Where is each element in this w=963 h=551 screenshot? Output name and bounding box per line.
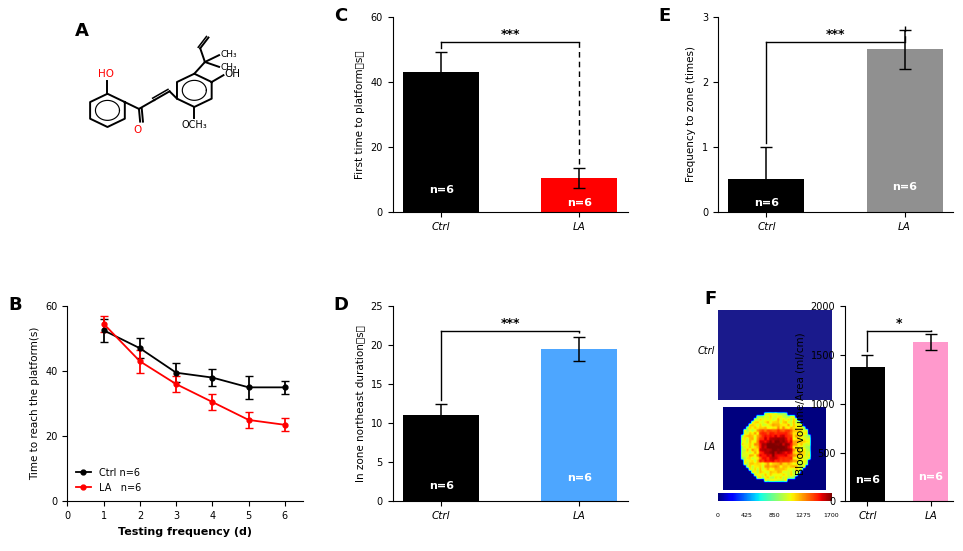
Y-axis label: In zone northeast duration（s）: In zone northeast duration（s） — [354, 325, 365, 482]
Text: n=6: n=6 — [892, 182, 917, 192]
X-axis label: Testing frequency (d): Testing frequency (d) — [118, 527, 252, 537]
Text: 1700: 1700 — [823, 513, 840, 518]
Text: CH₃: CH₃ — [221, 63, 237, 72]
Y-axis label: Time to reach the platform(s): Time to reach the platform(s) — [30, 327, 39, 480]
Legend: Ctrl n=6, LA   n=6: Ctrl n=6, LA n=6 — [72, 464, 144, 496]
Text: A: A — [74, 23, 89, 40]
Text: F: F — [704, 290, 716, 308]
Text: 850: 850 — [768, 513, 780, 518]
Text: LA: LA — [703, 442, 716, 452]
Text: CH₃: CH₃ — [221, 50, 237, 59]
Text: n=6: n=6 — [855, 476, 880, 485]
Text: HO: HO — [98, 69, 115, 79]
Bar — [403, 72, 480, 212]
Bar — [541, 349, 617, 501]
Text: n=6: n=6 — [429, 481, 454, 491]
Text: C: C — [333, 7, 347, 25]
Text: ***: *** — [501, 317, 520, 331]
Bar — [717, 310, 832, 399]
Text: D: D — [333, 296, 349, 314]
Bar — [403, 415, 480, 501]
Bar — [914, 342, 949, 501]
Text: *: * — [896, 317, 902, 331]
Bar — [850, 368, 885, 501]
Text: ***: *** — [826, 28, 846, 41]
Text: E: E — [659, 7, 671, 25]
Text: n=6: n=6 — [567, 198, 592, 208]
Text: B: B — [9, 296, 22, 314]
Text: n=6: n=6 — [429, 185, 454, 195]
Bar — [728, 180, 804, 212]
Text: n=6: n=6 — [754, 198, 779, 208]
Text: 0: 0 — [716, 513, 719, 518]
Text: Ctrl: Ctrl — [698, 346, 716, 356]
Text: OH: OH — [224, 69, 241, 79]
Text: OCH₃: OCH₃ — [181, 120, 207, 129]
Y-axis label: Blood volume/Area (ml/cm): Blood volume/Area (ml/cm) — [795, 332, 805, 475]
Bar — [867, 49, 943, 212]
Text: O: O — [134, 125, 142, 134]
Text: n=6: n=6 — [919, 472, 944, 482]
Y-axis label: Frequency to zone (times): Frequency to zone (times) — [687, 46, 696, 182]
Text: 425: 425 — [741, 513, 752, 518]
Text: ***: *** — [501, 28, 520, 41]
Y-axis label: First time to platform（s）: First time to platform（s） — [355, 50, 365, 179]
Bar — [541, 178, 617, 212]
Text: n=6: n=6 — [567, 473, 592, 483]
Text: 1275: 1275 — [795, 513, 811, 518]
